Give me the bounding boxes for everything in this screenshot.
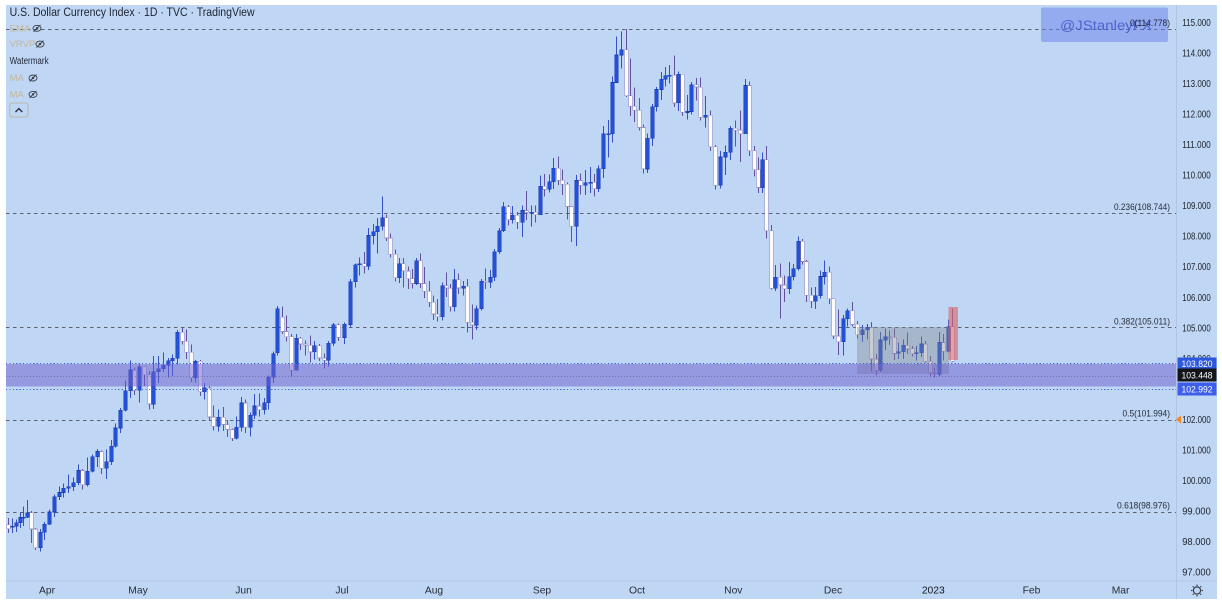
svg-text:107.000: 107.000 (1182, 262, 1211, 273)
svg-text:0.382(105.011): 0.382(105.011) (1114, 316, 1170, 327)
svg-text:Aug: Aug (425, 586, 444, 597)
svg-text:105.000: 105.000 (1182, 323, 1211, 334)
svg-text:MA: MA (10, 73, 25, 84)
svg-text:108.000: 108.000 (1182, 232, 1211, 243)
svg-text:Jul: Jul (335, 586, 348, 597)
svg-text:109.000: 109.000 (1182, 201, 1211, 212)
svg-text:110.000: 110.000 (1182, 171, 1211, 182)
svg-text:106.000: 106.000 (1182, 293, 1211, 304)
svg-text:0.236(108.744): 0.236(108.744) (1114, 202, 1170, 213)
svg-text:Oct: Oct (629, 586, 645, 597)
svg-text:EMA: EMA (10, 23, 31, 34)
svg-text:Feb: Feb (1023, 586, 1041, 597)
svg-text:99.000: 99.000 (1182, 507, 1211, 518)
svg-text:100.000: 100.000 (1182, 476, 1211, 487)
svg-text:115.000: 115.000 (1182, 18, 1211, 29)
svg-text:Watermark: Watermark (10, 56, 50, 67)
svg-text:102.992: 102.992 (1182, 384, 1213, 395)
svg-text:VRVP: VRVP (10, 39, 36, 50)
svg-text:101.000: 101.000 (1182, 446, 1211, 457)
svg-text:MA: MA (10, 90, 25, 101)
svg-text:Mar: Mar (1112, 586, 1130, 597)
svg-text:Jun: Jun (235, 586, 252, 597)
svg-text:114.000: 114.000 (1182, 48, 1211, 59)
svg-text:103.448: 103.448 (1182, 371, 1213, 382)
svg-text:103.820: 103.820 (1182, 359, 1213, 370)
svg-text:Dec: Dec (824, 586, 842, 597)
svg-text:111.000: 111.000 (1182, 140, 1211, 151)
svg-text:113.000: 113.000 (1182, 79, 1211, 90)
svg-text:2023: 2023 (922, 586, 945, 597)
svg-text:112.000: 112.000 (1182, 110, 1211, 121)
svg-text:Apr: Apr (39, 586, 56, 597)
svg-text:98.000: 98.000 (1182, 537, 1211, 548)
svg-text:97.000: 97.000 (1182, 568, 1211, 579)
svg-text:@JStanleyFX: @JStanleyFX (1060, 18, 1152, 33)
svg-text:Nov: Nov (724, 586, 743, 597)
svg-text:0.618(98.976): 0.618(98.976) (1117, 501, 1170, 512)
svg-text:May: May (128, 586, 148, 597)
svg-text:U.S. Dollar Currency Index · 1: U.S. Dollar Currency Index · 1D · TVC · … (10, 7, 256, 19)
svg-text:Sep: Sep (533, 586, 552, 597)
svg-text:102.000: 102.000 (1182, 415, 1211, 426)
svg-text:0.5(101.994): 0.5(101.994) (1123, 408, 1171, 419)
svg-text:0(114.778): 0(114.778) (1130, 18, 1170, 29)
